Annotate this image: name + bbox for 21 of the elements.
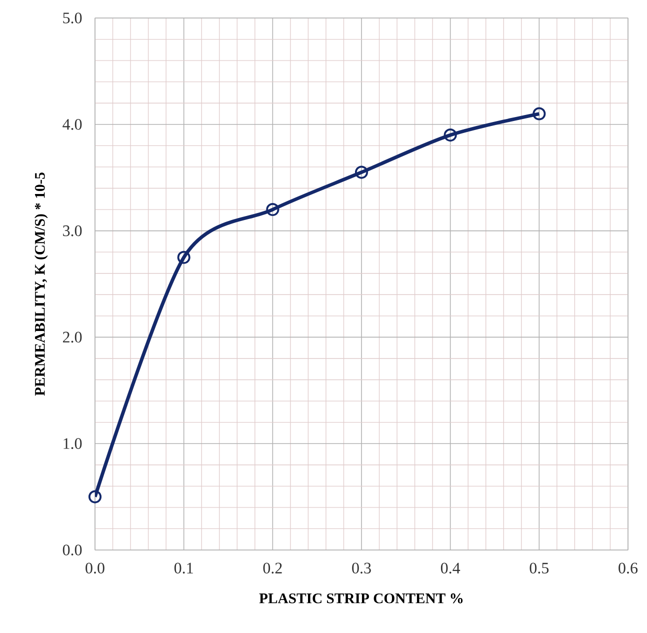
x-tick-label: 0.4: [440, 562, 460, 574]
point: [266, 202, 280, 216]
y-tick-label: 2.0: [63, 332, 82, 343]
x-tick-label: 0.3: [352, 562, 371, 574]
x-tick-label: 0.1: [174, 562, 193, 574]
point: [177, 250, 190, 264]
y-axis-title: PERMEABILITY, K (CM/S) * 10-5: [34, 172, 48, 396]
y-tick-label: 4.0: [62, 118, 82, 130]
y-tick-label: 1.0: [64, 438, 82, 450]
x-tick-label: 0.6: [618, 562, 638, 574]
y-tick-label: 3.0: [63, 225, 82, 236]
point: [532, 107, 546, 120]
y-tick-label: 0.0: [62, 544, 82, 556]
point: [88, 490, 102, 504]
x-tick-label: 0.2: [263, 562, 282, 574]
point: [444, 128, 457, 142]
x-tick-label: 0.5: [530, 562, 549, 574]
x-axis-title: PLASTIC STRIP CONTENT %: [259, 593, 463, 604]
y-tick-label: 5.0: [63, 12, 82, 24]
x-tick-label: 0.0: [86, 562, 104, 574]
point: [354, 166, 368, 179]
